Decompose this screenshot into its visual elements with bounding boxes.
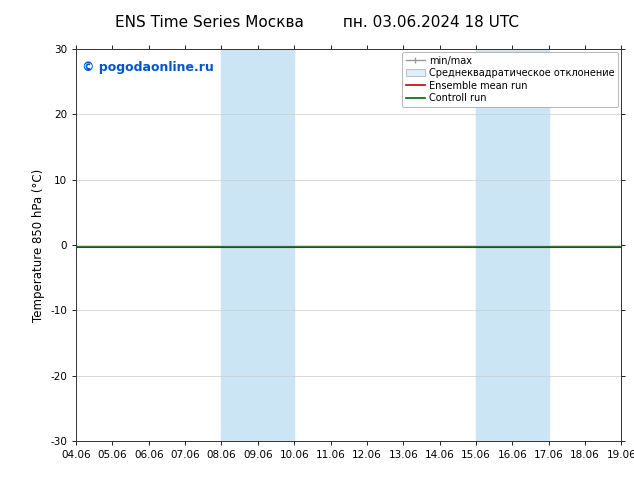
Legend: min/max, Среднеквадратическое отклонение, Ensemble mean run, Controll run: min/max, Среднеквадратическое отклонение…	[402, 52, 618, 107]
Text: ENS Time Series Москва        пн. 03.06.2024 18 UTC: ENS Time Series Москва пн. 03.06.2024 18…	[115, 15, 519, 30]
Bar	[221, 49, 294, 441]
Bar	[476, 49, 548, 441]
Text: © pogodaonline.ru: © pogodaonline.ru	[82, 61, 213, 74]
Y-axis label: Temperature 850 hPa (°C): Temperature 850 hPa (°C)	[32, 169, 44, 321]
